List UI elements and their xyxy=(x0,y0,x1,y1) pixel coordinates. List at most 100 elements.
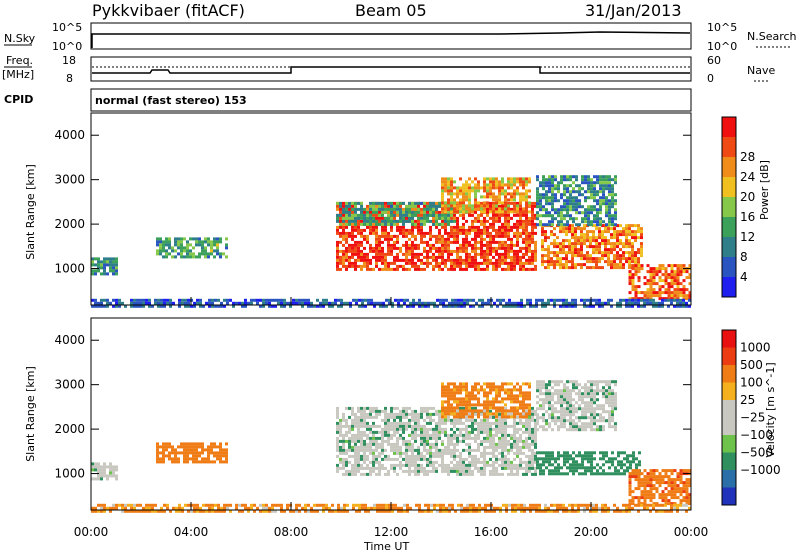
power-cell xyxy=(181,301,184,305)
velocity-cell xyxy=(486,445,489,449)
power-cell xyxy=(608,193,611,197)
power-cell xyxy=(676,301,679,305)
velocity-cell xyxy=(339,445,342,449)
power-cell xyxy=(658,267,662,271)
power-cell xyxy=(589,260,592,264)
power-cell xyxy=(348,204,351,208)
velocity-cell xyxy=(459,421,462,425)
power-cell xyxy=(396,264,399,268)
power-cell xyxy=(441,192,444,196)
power-cell xyxy=(563,187,566,191)
velocity-cell xyxy=(608,466,611,470)
power-cell xyxy=(142,304,145,308)
power-cell xyxy=(568,224,571,228)
power-cell xyxy=(378,213,381,217)
power-cell xyxy=(112,272,115,276)
power-cell xyxy=(688,297,692,301)
power-cell xyxy=(522,237,525,241)
power-cell xyxy=(339,207,342,211)
power-cell xyxy=(560,217,563,221)
velocity-cell xyxy=(504,466,507,470)
power-cell xyxy=(477,189,480,193)
power-cell xyxy=(456,252,459,256)
power-cell xyxy=(522,210,525,214)
power-cell xyxy=(336,225,339,229)
velocity-cell xyxy=(504,463,507,467)
power-cell xyxy=(599,205,602,209)
velocity-cell xyxy=(360,463,363,467)
velocity-cell xyxy=(109,468,112,472)
velocity-cell xyxy=(109,465,112,469)
velocity-cell xyxy=(498,421,501,425)
power-cell xyxy=(375,225,378,229)
velocity-cell xyxy=(369,466,372,470)
power-cell xyxy=(439,298,442,302)
power-cell xyxy=(522,261,525,265)
velocity-cell xyxy=(519,451,522,455)
power-cell xyxy=(220,301,223,305)
power-cell xyxy=(598,248,601,252)
velocity-cell xyxy=(447,436,450,440)
power-cell xyxy=(536,178,539,182)
velocity-cell xyxy=(477,436,480,440)
power-cell xyxy=(456,192,459,196)
velocity-cell xyxy=(477,400,480,404)
power-cell xyxy=(411,210,414,214)
velocity-cell xyxy=(536,389,539,393)
velocity-cell xyxy=(174,451,177,455)
power-cell xyxy=(580,245,583,249)
power-cell xyxy=(345,216,348,220)
power-cell xyxy=(396,219,399,223)
velocity-cell xyxy=(192,445,195,449)
power-cell xyxy=(225,243,228,247)
velocity-cell xyxy=(441,403,444,407)
power-cell xyxy=(450,183,453,187)
velocity-cell xyxy=(486,385,489,389)
velocity-cell xyxy=(471,409,474,413)
power-cell xyxy=(474,219,477,223)
power-cell xyxy=(280,298,283,302)
power-cell xyxy=(286,301,289,305)
power-cell xyxy=(670,282,674,286)
velocity-cell xyxy=(336,466,339,470)
velocity-cell xyxy=(360,421,363,425)
power-cell xyxy=(525,231,528,235)
power-cell xyxy=(456,195,459,199)
velocity-cell xyxy=(357,424,360,428)
velocity-cell xyxy=(396,412,399,416)
power-cell xyxy=(572,199,575,203)
power-cell xyxy=(459,255,462,259)
power-cell xyxy=(637,297,641,301)
power-cell xyxy=(450,177,453,181)
velocity-cell xyxy=(378,463,381,467)
power-cell xyxy=(426,249,429,253)
velocity-cell xyxy=(342,448,345,452)
power-cell xyxy=(587,181,590,185)
velocity-cell xyxy=(465,394,468,398)
velocity-cell xyxy=(516,445,519,449)
power-cell xyxy=(616,224,619,228)
power-cell xyxy=(590,178,593,182)
power-cell xyxy=(325,298,328,302)
velocity-cell xyxy=(563,413,566,417)
power-cell xyxy=(637,279,641,283)
power-cell xyxy=(441,180,444,184)
power-cell xyxy=(438,249,441,253)
velocity-cell xyxy=(100,474,103,478)
velocity-cell xyxy=(528,415,531,419)
velocity-cell xyxy=(563,407,566,411)
velocity-cell xyxy=(112,474,115,478)
velocity-cell xyxy=(498,472,501,476)
velocity-cell xyxy=(519,403,522,407)
power-cell xyxy=(498,201,501,205)
velocity-cell xyxy=(513,472,516,476)
velocity-cell xyxy=(435,439,438,443)
velocity-cell xyxy=(587,466,590,470)
velocity-cell xyxy=(590,457,593,461)
velocity-cell xyxy=(504,427,507,431)
power-cell xyxy=(556,298,559,302)
power-colorbar-swatch xyxy=(722,237,736,257)
velocity-cell xyxy=(387,415,390,419)
power-cell xyxy=(547,260,550,264)
velocity-cell xyxy=(348,442,351,446)
